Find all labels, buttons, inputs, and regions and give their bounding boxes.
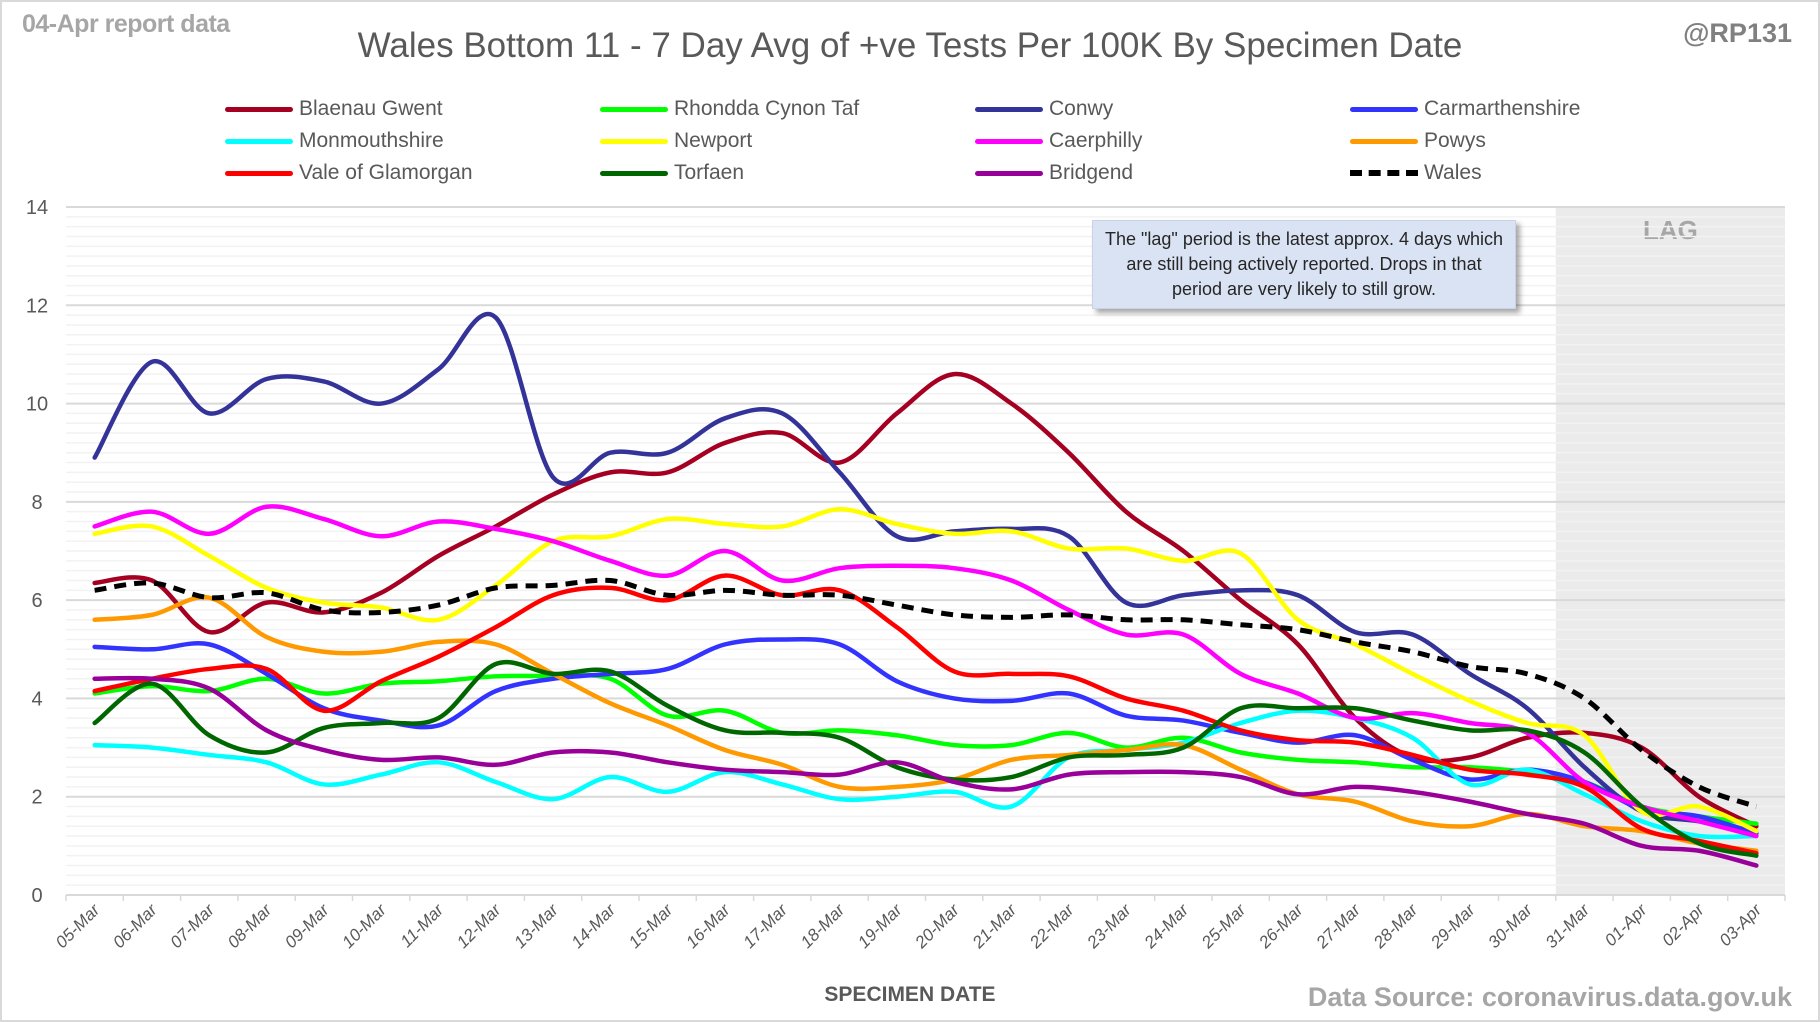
- y-tick-label: 0: [31, 885, 42, 907]
- y-tick-label: 12: [26, 295, 48, 317]
- legend-label: Carmarthenshire: [1424, 97, 1581, 120]
- x-tick-label: 23-Mar: [1083, 899, 1136, 952]
- x-tick-label: 10-Mar: [338, 899, 390, 951]
- x-tick-label: 03-Apr: [1716, 899, 1766, 949]
- legend-item-bridgend: Bridgend: [975, 158, 1133, 188]
- x-tick-label: 31-Mar: [1542, 899, 1594, 951]
- legend-item-vale-of-glamorgan: Vale of Glamorgan: [225, 158, 473, 188]
- legend-swatch: [225, 170, 293, 176]
- legend-swatch: [225, 138, 293, 144]
- legend-item-newport: Newport: [600, 126, 752, 156]
- x-tick-label: 15-Mar: [625, 899, 677, 951]
- y-tick-label: 6: [31, 590, 42, 612]
- series-line-conwy: [92, 312, 1759, 834]
- legend-swatch: [600, 106, 668, 112]
- x-tick-label: 20-Mar: [911, 899, 964, 952]
- legend-label: Newport: [674, 129, 753, 152]
- series-line-torfaen: [92, 659, 1759, 858]
- report-date-label: 04-Apr report data: [22, 10, 230, 38]
- legend-label: Vale of Glamorgan: [299, 161, 473, 184]
- series-line-powys: [92, 594, 1759, 854]
- x-tick-label: 13-Mar: [510, 899, 562, 951]
- legend-swatch: [1350, 138, 1418, 144]
- author-handle: @RP131: [1683, 18, 1792, 48]
- chart-title: Wales Bottom 11 - 7 Day Avg of +ve Tests…: [357, 26, 1463, 65]
- x-tick-label: 24-Mar: [1140, 899, 1193, 952]
- legend-swatch: [1350, 106, 1418, 112]
- x-tick-label: 26-Mar: [1255, 899, 1308, 952]
- x-tick-label: 21-Mar: [968, 899, 1021, 952]
- legend-label: Bridgend: [1049, 161, 1134, 184]
- x-tick-label: 06-Mar: [109, 899, 161, 951]
- series-line-blaenau-gwent: [92, 371, 1759, 829]
- legend-label: Blaenau Gwent: [299, 97, 443, 120]
- y-tick-label: 8: [31, 492, 42, 514]
- x-tick-label: 02-Apr: [1658, 899, 1708, 949]
- x-tick-label: 12-Mar: [453, 899, 505, 951]
- legend-item-carmarthenshire: Carmarthenshire: [1350, 94, 1580, 124]
- legend-swatch: [975, 138, 1043, 144]
- lag-note: The "lag" period is the latest approx. 4…: [1092, 220, 1516, 309]
- legend-label: Torfaen: [674, 161, 745, 184]
- legend-label: Monmouthshire: [299, 129, 444, 152]
- x-tick-label: 05-Mar: [52, 899, 104, 951]
- x-tick-label: 27-Mar: [1312, 899, 1365, 952]
- legend-label: Wales: [1424, 161, 1482, 184]
- legend-item-powys: Powys: [1350, 126, 1486, 156]
- legend-swatch: [600, 170, 668, 176]
- y-tick-label: 2: [31, 787, 42, 809]
- x-tick-label: 08-Mar: [224, 899, 276, 951]
- x-tick-label: 17-Mar: [740, 899, 792, 951]
- legend-swatch: [975, 106, 1043, 112]
- legend-swatch: [975, 170, 1043, 176]
- legend-item-conwy: Conwy: [975, 94, 1113, 124]
- series-line-bridgend: [92, 675, 1759, 868]
- y-tick-label: 10: [26, 394, 48, 416]
- series-line-monmouthshire: [92, 708, 1759, 840]
- x-tick-label: 25-Mar: [1197, 899, 1250, 952]
- legend-swatch: [225, 106, 293, 112]
- series-line-newport: [92, 506, 1759, 834]
- x-tick-label: 28-Mar: [1369, 899, 1422, 952]
- x-tick-label: 22-Mar: [1025, 899, 1078, 952]
- x-tick-label: 18-Mar: [797, 899, 849, 951]
- series-line-carmarthenshire: [92, 636, 1759, 836]
- x-tick-label: 09-Mar: [281, 899, 333, 951]
- y-tick-label: 4: [31, 688, 42, 710]
- legend-item-wales: Wales: [1350, 158, 1482, 188]
- lag-label: LAG: [1643, 215, 1698, 245]
- legend-label: Caerphilly: [1049, 129, 1143, 152]
- series-line-wales: [94, 577, 1758, 809]
- legend-swatch: [1350, 170, 1418, 176]
- legend-label: Conwy: [1049, 97, 1114, 120]
- legend-swatch: [600, 138, 668, 144]
- x-tick-label: 29-Mar: [1426, 899, 1479, 952]
- x-tick-label: 11-Mar: [397, 899, 449, 951]
- legend-item-torfaen: Torfaen: [600, 158, 744, 188]
- legend-item-rhondda-cynon-taf: Rhondda Cynon Taf: [600, 94, 859, 124]
- x-tick-label: 19-Mar: [854, 899, 906, 951]
- legend-item-blaenau-gwent: Blaenau Gwent: [225, 94, 443, 124]
- data-source: Data Source: coronavirus.data.gov.uk: [1307, 982, 1792, 1012]
- series-line-vale-of-glamorgan: [92, 573, 1759, 856]
- x-tick-label: 07-Mar: [167, 899, 219, 951]
- y-tick-label: 14: [26, 197, 48, 219]
- series-line-caerphilly: [92, 504, 1759, 839]
- legend-item-monmouthshire: Monmouthshire: [225, 126, 444, 156]
- x-tick-label: 30-Mar: [1484, 899, 1536, 951]
- legend-label: Powys: [1424, 129, 1486, 152]
- legend-label: Rhondda Cynon Taf: [674, 97, 860, 120]
- x-tick-label: 16-Mar: [682, 899, 734, 951]
- x-tick-label: 14-Mar: [568, 899, 620, 951]
- legend-item-caerphilly: Caerphilly: [975, 126, 1142, 156]
- x-axis-label: SPECIMEN DATE: [824, 983, 996, 1006]
- x-tick-label: 01-Apr: [1601, 899, 1651, 949]
